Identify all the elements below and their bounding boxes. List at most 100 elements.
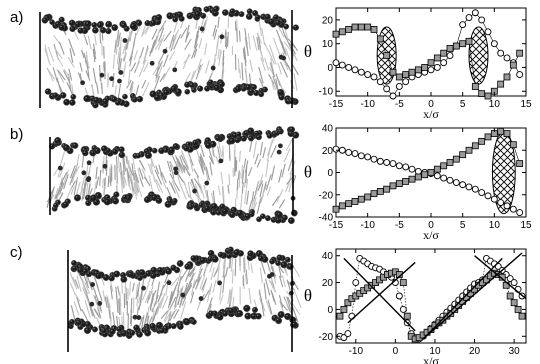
- bead-highlight: [77, 320, 79, 323]
- lipid-head-bead: [170, 85, 178, 93]
- circle-data-point: [351, 66, 359, 74]
- lipid-tail: [267, 50, 275, 65]
- lipid-head-bead: [54, 137, 62, 145]
- square-data-point: [510, 299, 518, 307]
- square-data-point: [364, 193, 372, 201]
- lipid-tail: [217, 256, 222, 271]
- lipid-tail: [117, 286, 121, 296]
- lipid-tail: [46, 67, 56, 80]
- square-data-point: [465, 37, 473, 45]
- lipid-head-bead: [62, 144, 70, 152]
- lipid-head-bead: [138, 269, 146, 276]
- lipid-head-bead: [85, 177, 91, 183]
- square-data-point: [427, 59, 435, 67]
- square-data-point: [399, 279, 407, 286]
- lipid-tail: [204, 60, 210, 74]
- lipid-tail: [83, 34, 89, 46]
- bead-highlight: [105, 96, 108, 99]
- bead-highlight: [248, 9, 250, 12]
- x-tick-label: -5: [395, 99, 404, 110]
- lipid-tail: [135, 56, 141, 70]
- lipid-tail: [121, 177, 125, 189]
- bead-highlight: [274, 15, 276, 18]
- bead-highlight: [131, 24, 134, 26]
- bead-highlight: [106, 29, 109, 32]
- lipid-tail: [287, 280, 295, 291]
- lipid-tail: [187, 181, 192, 200]
- lipid-tail: [150, 163, 156, 182]
- lipid-tail: [87, 163, 92, 176]
- bead-highlight: [212, 204, 215, 207]
- lipid-tail: [88, 184, 91, 194]
- lipid-tail: [74, 279, 79, 289]
- bead-highlight: [277, 255, 280, 258]
- lipid-tail: [196, 263, 203, 280]
- lipid-head-bead: [77, 266, 84, 274]
- lipid-tail: [200, 144, 205, 158]
- lipid-tail: [152, 62, 161, 76]
- bead-highlight: [190, 318, 192, 321]
- bead-highlight: [82, 148, 85, 150]
- lipid-tail: [218, 49, 222, 66]
- square-data-point: [408, 68, 416, 76]
- lipid-head-bead: [156, 266, 164, 274]
- bead-highlight: [294, 25, 296, 28]
- lipid-head-bead: [111, 148, 119, 155]
- y-axis-label: θ: [304, 163, 312, 182]
- x-tick-label: 5: [460, 99, 466, 110]
- lipid-tail: [116, 34, 120, 46]
- lipid-tail: [94, 34, 97, 46]
- lipid-head-bead: [155, 14, 163, 21]
- lipid-tail: [85, 163, 89, 180]
- lipid-tail: [180, 27, 188, 39]
- bead-highlight: [255, 131, 257, 134]
- lipid-tail: [208, 283, 213, 296]
- square-data-point: [503, 73, 511, 81]
- lipid-tail: [80, 49, 85, 59]
- lipid-tail: [76, 275, 82, 292]
- lipid-tail: [162, 66, 171, 80]
- bead-highlight: [102, 328, 104, 331]
- square-data-point: [357, 195, 365, 203]
- lipid-head-bead: [247, 250, 254, 257]
- lipid-tail: [102, 290, 106, 302]
- lipid-tail: [148, 175, 154, 193]
- lipid-tail: [224, 29, 227, 39]
- bead-highlight: [164, 90, 167, 93]
- lipid-tail: [278, 275, 284, 288]
- lipid-head-bead: [281, 214, 288, 221]
- lipid-head-bead: [83, 94, 91, 103]
- panel-label-c: c): [10, 244, 23, 261]
- bead-highlight: [199, 203, 202, 205]
- lipid-head-bead: [180, 292, 186, 298]
- square-data-point: [414, 173, 422, 181]
- lipid-tail: [84, 300, 91, 318]
- lipid-head-bead: [264, 215, 271, 222]
- lipid-head-bead: [113, 270, 121, 278]
- lipid-tail: [118, 298, 121, 316]
- lipid-head-bead: [257, 255, 264, 262]
- bead-highlight: [171, 266, 174, 268]
- bead-highlight: [185, 264, 188, 267]
- lipid-head-bead: [133, 324, 140, 332]
- lipid-tail: [130, 315, 133, 327]
- bead-highlight: [283, 215, 285, 218]
- lipid-head-bead: [229, 8, 236, 15]
- lipid-tail: [265, 174, 272, 191]
- bead-highlight: [265, 15, 268, 17]
- bead-highlight: [54, 203, 56, 206]
- circle-data-point: [503, 54, 511, 62]
- lipid-head-bead: [221, 207, 229, 215]
- bead-highlight: [288, 265, 291, 267]
- lipid-tail: [243, 158, 247, 169]
- bead-highlight: [290, 127, 292, 130]
- lipid-tail: [170, 276, 179, 287]
- bead-highlight: [62, 144, 65, 146]
- lipid-tail: [251, 191, 255, 202]
- lipid-tail: [183, 165, 191, 177]
- lipid-tail: [176, 161, 181, 171]
- circle-data-point: [497, 49, 505, 57]
- bead-highlight: [70, 27, 73, 29]
- lipid-tail: [183, 284, 193, 299]
- lipid-tail: [92, 67, 97, 84]
